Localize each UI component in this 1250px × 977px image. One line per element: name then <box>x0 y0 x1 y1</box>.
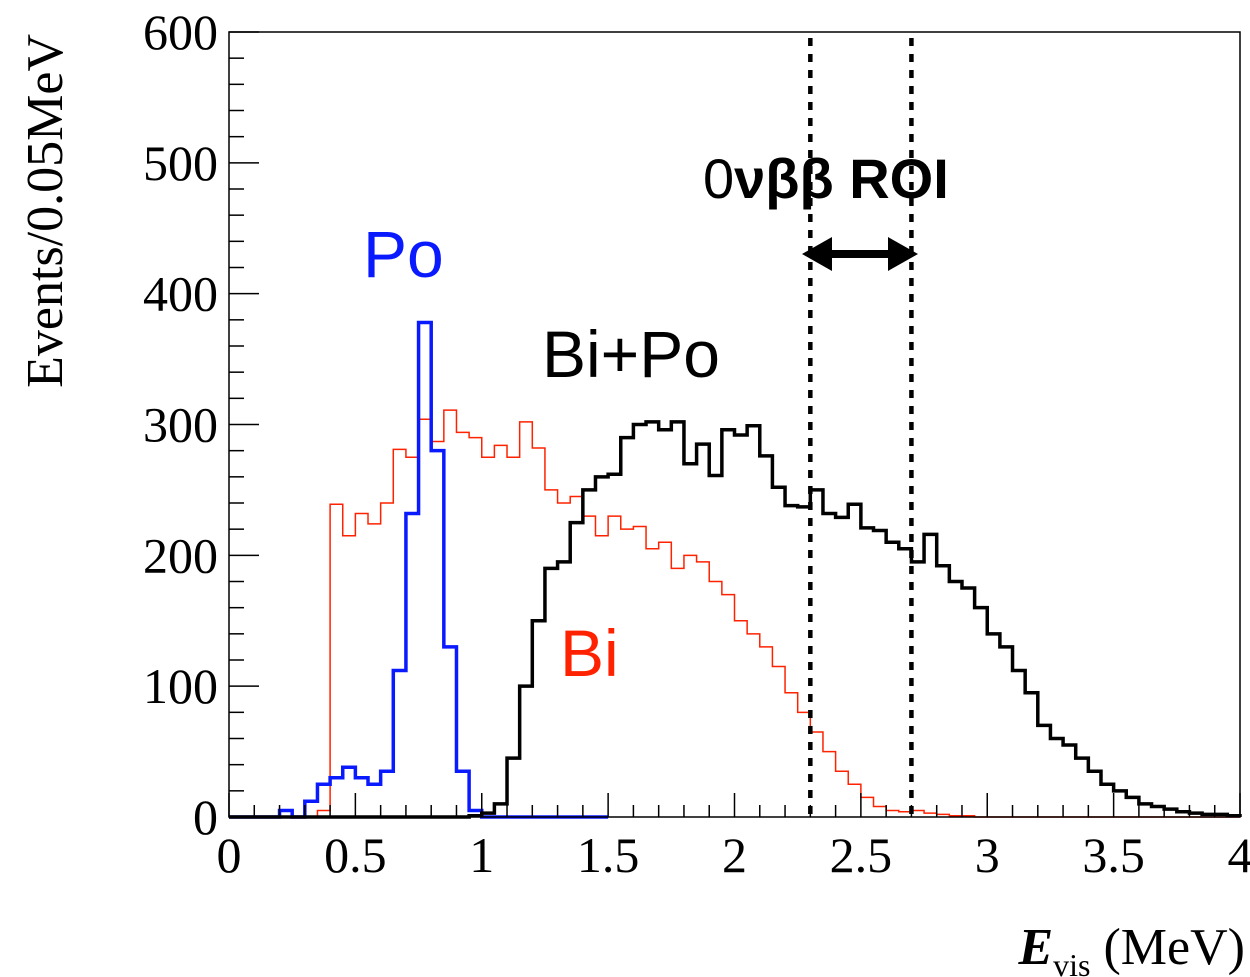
histogram-series-group <box>229 320 1242 819</box>
x-tick-label: 4 <box>1228 827 1250 883</box>
y-axis-label: Events/0.05MeV <box>17 34 74 388</box>
y-axis-ticks: 0 100 200 300 400 500 600 <box>143 4 259 845</box>
y-tick-label: 200 <box>143 527 218 583</box>
label-roi-bold: νββ ROI <box>734 147 949 210</box>
label-roi-prefix: 0 <box>703 147 734 210</box>
label-po: Po <box>363 217 444 291</box>
histogram-bi <box>229 409 1240 818</box>
x-axis-ticks: 0 0.5 1 1.5 2 2.5 3 3.5 4 <box>217 793 1250 883</box>
x-axis-label-unit: (MeV) <box>1090 919 1245 976</box>
x-tick-label: 3 <box>975 827 1000 883</box>
histogram-bi-po <box>229 420 1242 819</box>
x-tick-label: 2.5 <box>830 827 893 883</box>
x-tick-label: 3.5 <box>1082 827 1145 883</box>
x-tick-label: 0.5 <box>324 827 387 883</box>
x-axis-label: Evis (MeV) <box>1017 919 1245 977</box>
label-bi: Bi <box>560 616 619 690</box>
label-roi: 0νββ ROI <box>703 147 949 210</box>
y-tick-label: 500 <box>143 135 218 191</box>
x-tick-label: 1.5 <box>577 827 640 883</box>
x-tick-label: 2 <box>722 827 747 883</box>
roi-lines <box>808 38 914 817</box>
x-tick-label: 0 <box>217 827 242 883</box>
x-axis-label-symbol: E <box>1017 919 1053 976</box>
y-tick-label: 600 <box>143 4 218 60</box>
y-tick-label: 300 <box>143 397 218 453</box>
label-bi-po: Bi+Po <box>542 317 720 391</box>
y-tick-label: 400 <box>143 266 218 322</box>
y-tick-label: 0 <box>193 789 218 845</box>
x-axis-label-subscript: vis <box>1053 947 1090 977</box>
x-tick-label: 1 <box>469 827 494 883</box>
y-tick-label: 100 <box>143 658 218 714</box>
roi-arrow <box>802 237 918 271</box>
